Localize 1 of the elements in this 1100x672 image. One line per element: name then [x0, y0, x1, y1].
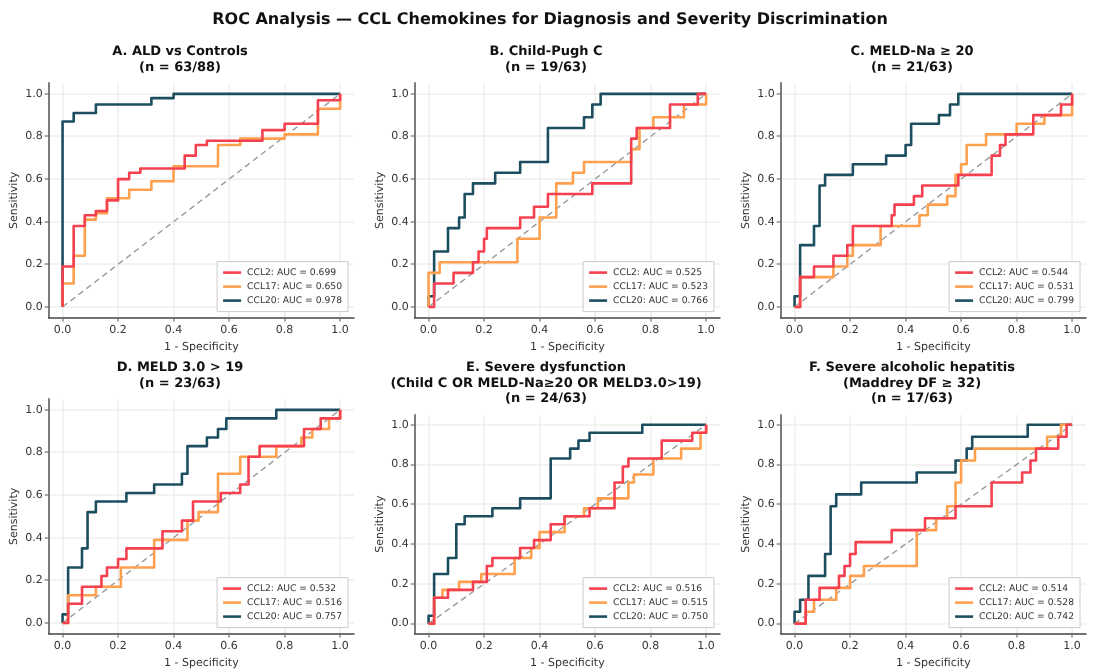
text: ROC Analysis — CCL Chemokines for Diagnosis and Severity Discrimination [212, 10, 888, 28]
